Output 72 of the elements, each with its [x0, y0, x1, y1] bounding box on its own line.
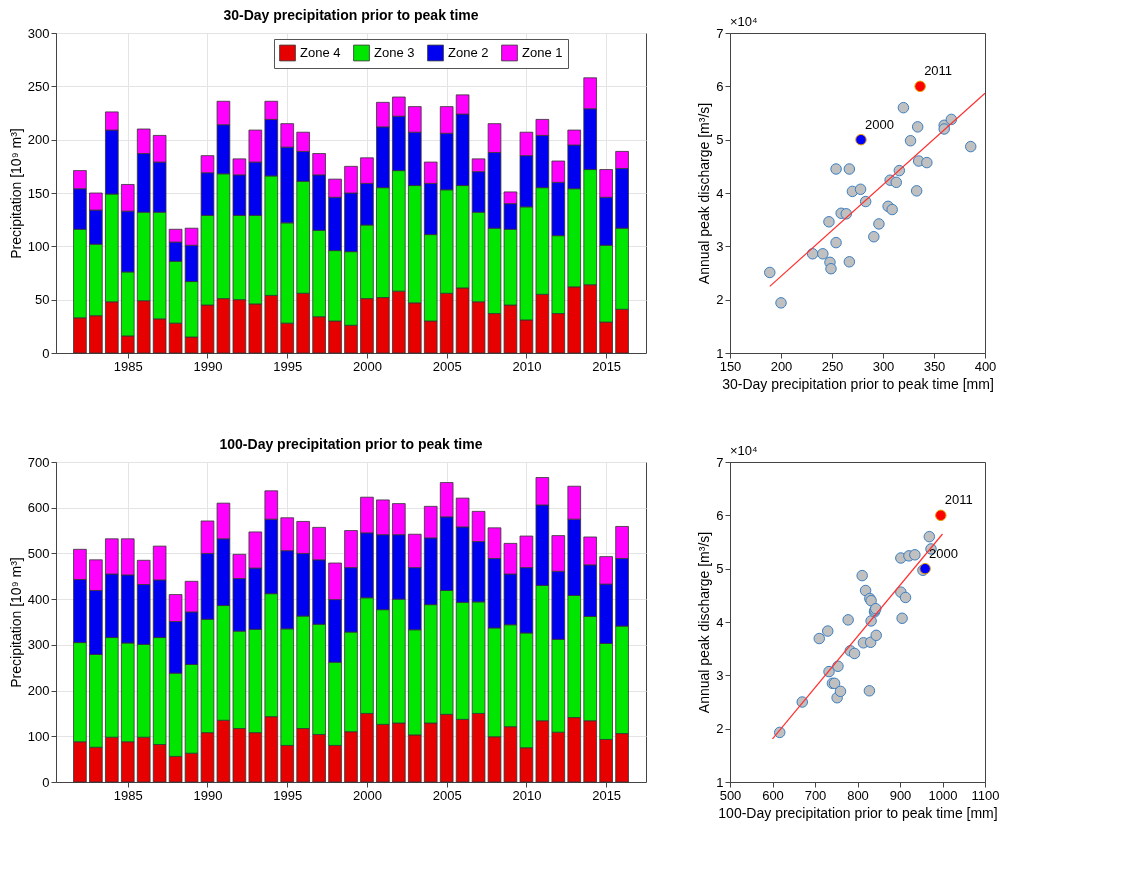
- x-tick-label: 2010: [512, 358, 542, 374]
- y-tick-label: 700: [27, 454, 50, 470]
- y-tick-label: 4: [716, 185, 724, 201]
- x-tick-label: 1995: [273, 787, 303, 803]
- x-tick-label: 2000: [352, 787, 382, 803]
- y-tick-label: 0: [42, 345, 50, 361]
- y-tick-label: 1: [716, 774, 724, 790]
- y-tick-label: 600: [27, 500, 50, 516]
- legend-label: Zone 2: [448, 45, 489, 60]
- y-tick-label: 300: [27, 25, 50, 41]
- x-tick-label: 2015: [592, 787, 622, 803]
- y-tick-label: 200: [27, 683, 50, 699]
- annotation: 2011: [944, 492, 973, 508]
- y-tick-label: 0: [42, 774, 50, 790]
- chart-title: 100-Day precipitation prior to peak time: [219, 436, 483, 452]
- y-tick-label: 150: [27, 185, 50, 201]
- y-tick-label: 6: [716, 78, 724, 94]
- x-axis-title: 100-Day precipitation prior to peak time [mm]: [718, 804, 998, 821]
- y-tick-label: 400: [27, 591, 50, 607]
- chart-title: 30-Day precipitation prior to peak time: [223, 7, 479, 23]
- y-tick-label: 300: [27, 637, 50, 653]
- y-tick-label: 250: [27, 78, 50, 94]
- x-tick-label: 300: [872, 358, 895, 374]
- x-axis-title: 30-Day precipitation prior to peak time [mm]: [722, 375, 994, 392]
- x-tick-label: 2015: [592, 358, 622, 374]
- y-axis-title: Annual peak discharge [m³/s]: [696, 531, 713, 714]
- x-tick-label: 1000: [928, 787, 958, 803]
- legend-label: Zone 4: [300, 45, 341, 60]
- y-tick-label: 50: [35, 292, 50, 308]
- legend-label: Zone 3: [374, 45, 415, 60]
- x-tick-label: 400: [974, 358, 997, 374]
- x-tick-label: 600: [762, 787, 784, 803]
- y-tick-label: 500: [27, 545, 50, 561]
- y-tick-label: 1: [716, 345, 724, 361]
- y-tick-label: 2: [716, 292, 724, 308]
- y-tick-label: 6: [716, 507, 724, 523]
- x-tick-label: 2005: [432, 787, 462, 803]
- y-tick-label: 100: [27, 728, 50, 744]
- x-tick-label: 2005: [432, 358, 462, 374]
- x-tick-label: 200: [770, 358, 793, 374]
- x-tick-label: 1995: [273, 358, 303, 374]
- x-tick-label: 2010: [512, 787, 542, 803]
- text: ×10⁴: [730, 443, 758, 458]
- annotation: 2000: [864, 116, 894, 132]
- y-tick-label: 7: [716, 454, 724, 470]
- x-tick-label: 1990: [193, 358, 223, 374]
- y-tick-label: 5: [716, 132, 724, 148]
- y-axis-title: Annual peak discharge [m³/s]: [696, 102, 713, 285]
- y-axis-title: Precipitation [10⁹ m³]: [7, 128, 24, 259]
- annotation: 2011: [924, 63, 953, 79]
- x-tick-label: 1990: [193, 787, 223, 803]
- y-tick-label: 2: [716, 721, 724, 737]
- x-tick-label: 700: [804, 787, 827, 803]
- y-tick-label: 3: [716, 238, 724, 254]
- x-tick-label: 1100: [971, 787, 1000, 803]
- y-tick-label: 3: [716, 667, 724, 683]
- y-axis-title: Precipitation [10⁹ m³]: [7, 557, 24, 688]
- x-tick-label: 2000: [352, 358, 382, 374]
- legend-label: Zone 1: [522, 45, 563, 60]
- x-tick-label: 1985: [113, 358, 143, 374]
- y-tick-label: 100: [27, 238, 50, 254]
- x-tick-label: 350: [923, 358, 946, 374]
- y-tick-label: 4: [716, 614, 724, 630]
- x-tick-label: 900: [889, 787, 912, 803]
- annotation: 2000: [929, 545, 958, 561]
- x-tick-label: 1985: [113, 787, 143, 803]
- x-tick-label: 250: [821, 358, 844, 374]
- x-tick-label: 800: [847, 787, 869, 803]
- y-tick-label: 5: [716, 561, 724, 577]
- text: ×10⁴: [730, 14, 758, 29]
- y-tick-label: 7: [716, 25, 724, 41]
- y-tick-label: 200: [27, 132, 50, 148]
